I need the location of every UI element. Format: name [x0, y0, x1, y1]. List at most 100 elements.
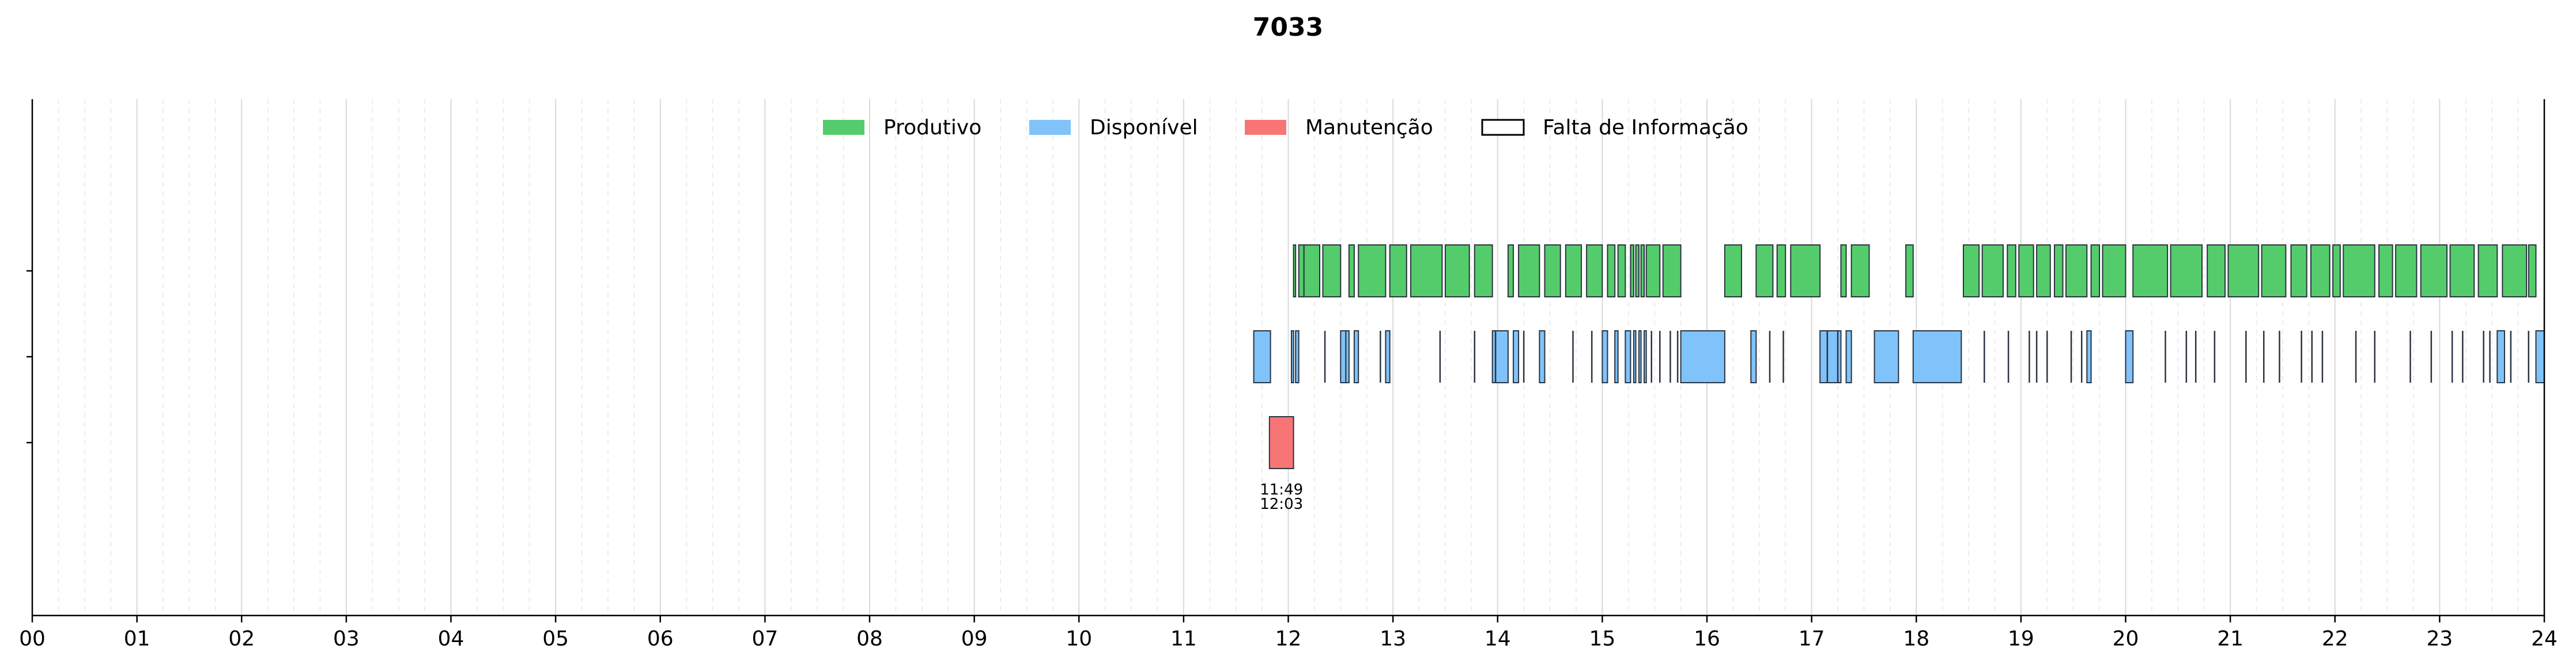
bar-disponivel [1845, 330, 1852, 383]
bar-disponivel [1295, 330, 1300, 383]
x-tick-label: 16 [1694, 627, 1720, 651]
x-tick-label: 14 [1485, 627, 1511, 651]
bar-produtivo [2053, 244, 2064, 297]
bar-produtivo [1630, 244, 1634, 297]
bar-produtivo [2290, 244, 2307, 297]
bar-disponivel [1290, 330, 1294, 383]
x-tick-label: 23 [2426, 627, 2453, 651]
axes [27, 99, 2545, 617]
x-tick-label: 06 [647, 627, 674, 651]
bar-produtivo [1444, 244, 1470, 297]
bar-produtivo [1662, 244, 1682, 297]
bar-produtivo [1724, 244, 1742, 297]
x-tick-label: 00 [19, 627, 46, 651]
x-tick-label: 11 [1170, 627, 1197, 651]
bar-produtivo [1322, 244, 1342, 297]
bar-disponivel [1385, 330, 1391, 383]
bar-produtivo [2310, 244, 2331, 297]
chart-title: 7033 [1253, 13, 1323, 42]
x-tick-label: 08 [856, 627, 883, 651]
bar-disponivel [1625, 330, 1631, 383]
bar-produtivo [2343, 244, 2375, 297]
x-tick-label: 05 [542, 627, 569, 651]
x-tick-label: 10 [1066, 627, 1092, 651]
x-tick-label: 20 [2113, 627, 2139, 651]
bar-disponivel [1874, 330, 1899, 383]
bar-produtivo [1981, 244, 2004, 297]
x-tick-label: 09 [961, 627, 988, 651]
bar-produtivo [1617, 244, 1626, 297]
bar-disponivel [1614, 330, 1619, 383]
bar-produtivo [2378, 244, 2393, 297]
bar-produtivo [1507, 244, 1514, 297]
annotation-end-time: 12:03 [1260, 496, 1303, 513]
legend-label: Falta de Informação [1543, 116, 1748, 139]
x-tick-label: 18 [1903, 627, 1929, 651]
x-axis: 00 01 02 03 04 05 06 07 08 09 10 11 12 13 14 15 16 17 18 19… [19, 616, 2558, 651]
bar-produtivo [1776, 244, 1786, 297]
bar-produtivo [1607, 244, 1616, 297]
bar-disponivel [1912, 330, 1962, 383]
bar-produtivo [2007, 244, 2016, 297]
bar-disponivel [2535, 330, 2545, 383]
bar-disponivel [1633, 330, 1637, 383]
bar-produtivo [2449, 244, 2475, 297]
bar-disponivel [1638, 330, 1642, 383]
bar-produtivo [1303, 244, 1320, 297]
bar-produtivo [1410, 244, 1443, 297]
bar-produtivo [2102, 244, 2126, 297]
bar-produtivo [1850, 244, 1870, 297]
x-tick-label: 01 [124, 627, 150, 651]
bar-disponivel [1340, 330, 1347, 383]
bar-produtivo [2170, 244, 2203, 297]
bar-produtivo [1358, 244, 1387, 297]
bar-produtivo [2065, 244, 2088, 297]
bar-produtivo [2036, 244, 2051, 297]
bar-disponivel [2086, 330, 2092, 383]
x-tick-label: 15 [1589, 627, 1615, 651]
bar-produtivo [1298, 244, 1305, 297]
bar-produtivo [1544, 244, 1561, 297]
x-tick-label: 22 [2322, 627, 2348, 651]
x-tick-label: 02 [228, 627, 255, 651]
x-tick-label: 21 [2217, 627, 2243, 651]
bar-produtivo [1635, 244, 1640, 297]
legend-swatch [1245, 120, 1286, 135]
annotation-start-time: 11:49 [1260, 481, 1303, 499]
legend-swatch [823, 120, 864, 135]
x-tick-label: 04 [438, 627, 464, 651]
bar-produtivo [2502, 244, 2528, 297]
bar-produtivo [1518, 244, 1540, 297]
x-tick-label: 12 [1275, 627, 1302, 651]
bar-produtivo [2207, 244, 2226, 297]
bar-produtivo [1389, 244, 1407, 297]
legend-swatch [1029, 120, 1071, 135]
bar-produtivo [1293, 244, 1297, 297]
bar-produtivo [2261, 244, 2287, 297]
bar-produtivo [2018, 244, 2034, 297]
x-tick-label: 19 [2008, 627, 2034, 651]
bar-produtivo [1905, 244, 1914, 297]
legend-label: Disponível [1090, 116, 1198, 139]
bar-produtivo [1645, 244, 1661, 297]
bar-produtivo [1755, 244, 1774, 297]
x-tick-label: 07 [751, 627, 778, 651]
bar-produtivo [1348, 244, 1355, 297]
bar-produtivo [2090, 244, 2101, 297]
bar-produtivo [1586, 244, 1603, 297]
bar-produtivo [1962, 244, 1980, 297]
bar-disponivel [1353, 330, 1359, 383]
legend-label: Manutenção [1305, 116, 1433, 139]
legend: Produtivo Disponível Manutenção Falta de In… [823, 116, 1748, 139]
x-tick-label: 17 [1799, 627, 1825, 651]
bar-produtivo [2227, 244, 2260, 297]
bar-disponivel [1345, 330, 1350, 383]
bar-produtivo [2477, 244, 2498, 297]
bar-produtivo [1790, 244, 1821, 297]
bar-manutencao [1268, 416, 1294, 469]
legend-swatch [1481, 119, 1525, 136]
bar-disponivel [1644, 330, 1647, 383]
bar-produtivo [2132, 244, 2169, 297]
